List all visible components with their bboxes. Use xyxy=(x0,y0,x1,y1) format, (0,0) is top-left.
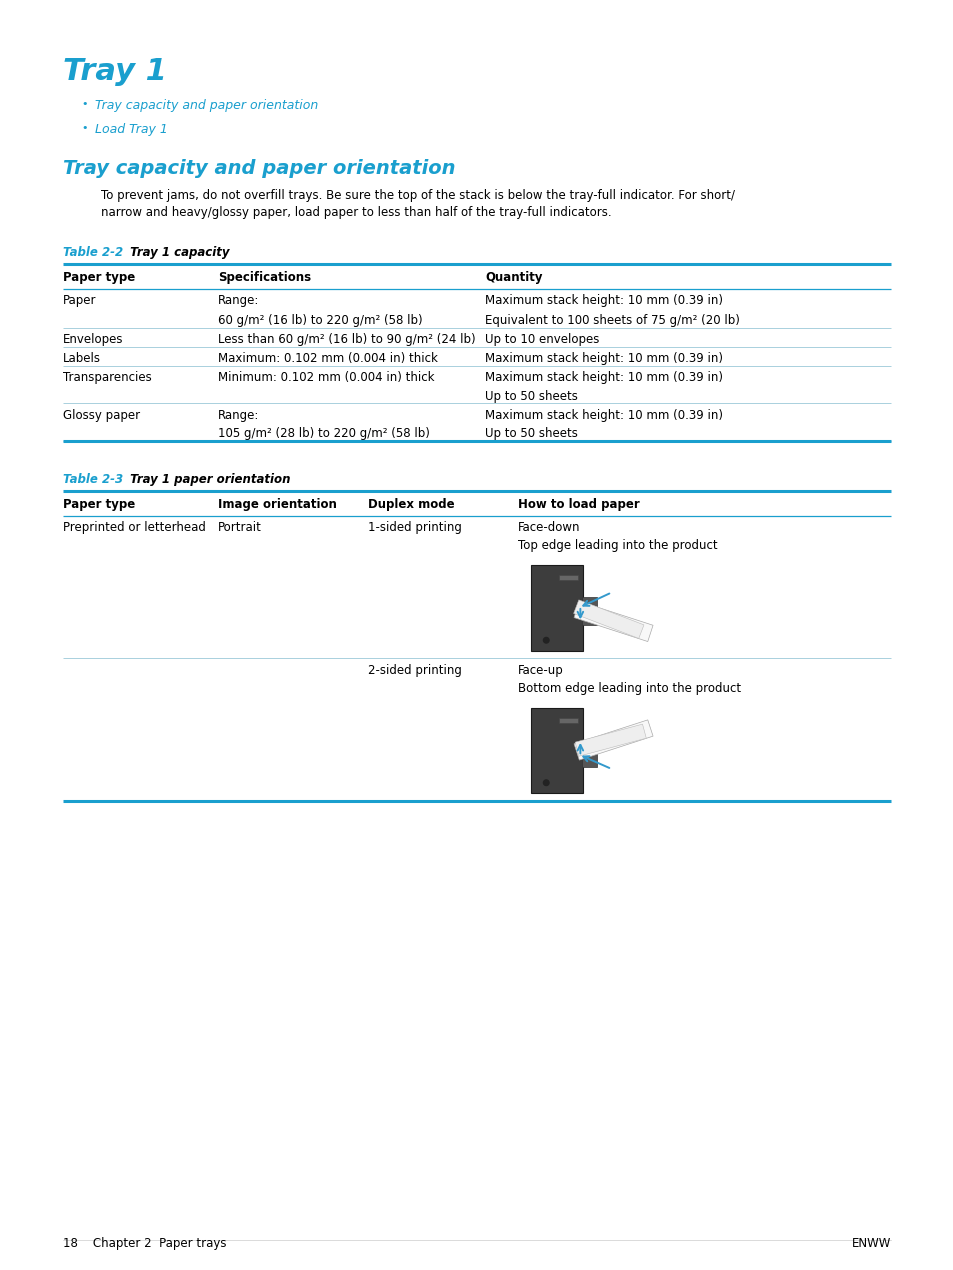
Text: 105 g/m² (28 lb) to 220 g/m² (58 lb): 105 g/m² (28 lb) to 220 g/m² (58 lb) xyxy=(218,427,430,441)
Text: Minimum: 0.102 mm (0.004 in) thick: Minimum: 0.102 mm (0.004 in) thick xyxy=(218,371,434,385)
Bar xyxy=(573,599,643,639)
Text: To prevent jams, do not overfill trays. Be sure the top of the stack is below th: To prevent jams, do not overfill trays. … xyxy=(101,189,734,202)
Text: Specifications: Specifications xyxy=(218,271,311,283)
Text: Envelopes: Envelopes xyxy=(63,334,123,347)
Circle shape xyxy=(543,638,549,643)
Text: Image orientation: Image orientation xyxy=(218,498,336,511)
Text: Table 2-3: Table 2-3 xyxy=(63,472,123,486)
Text: Range:: Range: xyxy=(218,409,259,422)
Bar xyxy=(575,724,645,756)
Text: Labels: Labels xyxy=(63,352,101,366)
Text: Less than 60 g/m² (16 lb) to 90 g/m² (24 lb): Less than 60 g/m² (16 lb) to 90 g/m² (24… xyxy=(218,334,476,347)
Text: Face-up: Face-up xyxy=(517,663,563,677)
Text: 18    Chapter 2  Paper trays: 18 Chapter 2 Paper trays xyxy=(63,1237,226,1250)
Bar xyxy=(574,601,653,641)
Bar xyxy=(581,740,597,767)
Bar xyxy=(530,707,582,792)
Text: Equivalent to 100 sheets of 75 g/m² (20 lb): Equivalent to 100 sheets of 75 g/m² (20 … xyxy=(484,314,740,326)
Text: Tray 1 paper orientation: Tray 1 paper orientation xyxy=(126,472,291,486)
Text: Load Tray 1: Load Tray 1 xyxy=(95,123,168,136)
Text: Range:: Range: xyxy=(218,293,259,307)
Text: Maximum: 0.102 mm (0.004 in) thick: Maximum: 0.102 mm (0.004 in) thick xyxy=(218,352,437,366)
Text: Paper type: Paper type xyxy=(63,498,135,511)
Circle shape xyxy=(543,780,549,786)
Text: Tray capacity and paper orientation: Tray capacity and paper orientation xyxy=(95,99,318,112)
Text: Maximum stack height: 10 mm (0.39 in): Maximum stack height: 10 mm (0.39 in) xyxy=(484,409,722,422)
Text: Maximum stack height: 10 mm (0.39 in): Maximum stack height: 10 mm (0.39 in) xyxy=(484,352,722,366)
Text: 1-sided printing: 1-sided printing xyxy=(368,521,461,533)
Text: Portrait: Portrait xyxy=(218,521,262,533)
Text: Up to 50 sheets: Up to 50 sheets xyxy=(484,427,578,441)
Text: How to load paper: How to load paper xyxy=(517,498,639,511)
Bar xyxy=(530,565,582,650)
Text: Maximum stack height: 10 mm (0.39 in): Maximum stack height: 10 mm (0.39 in) xyxy=(484,371,722,385)
Text: Face-down: Face-down xyxy=(517,521,579,533)
Text: Tray 1 capacity: Tray 1 capacity xyxy=(126,246,230,259)
Text: Maximum stack height: 10 mm (0.39 in): Maximum stack height: 10 mm (0.39 in) xyxy=(484,293,722,307)
Text: Table 2-2: Table 2-2 xyxy=(63,246,123,259)
Text: Paper: Paper xyxy=(63,293,96,307)
Text: Preprinted or letterhead: Preprinted or letterhead xyxy=(63,521,206,533)
Text: Tray 1: Tray 1 xyxy=(63,57,167,86)
Text: Paper type: Paper type xyxy=(63,271,135,283)
Text: •: • xyxy=(81,123,88,133)
Bar xyxy=(558,575,578,580)
Text: Duplex mode: Duplex mode xyxy=(368,498,455,511)
Bar xyxy=(574,720,653,759)
Text: 2-sided printing: 2-sided printing xyxy=(368,663,461,677)
Text: ENWW: ENWW xyxy=(851,1237,890,1250)
Text: Transparencies: Transparencies xyxy=(63,371,152,385)
Text: Tray capacity and paper orientation: Tray capacity and paper orientation xyxy=(63,159,455,178)
Text: Up to 50 sheets: Up to 50 sheets xyxy=(484,390,578,403)
Text: narrow and heavy/glossy paper, load paper to less than half of the tray-full ind: narrow and heavy/glossy paper, load pape… xyxy=(101,206,611,218)
Text: Top edge leading into the product: Top edge leading into the product xyxy=(517,538,717,552)
Text: •: • xyxy=(81,99,88,109)
Bar xyxy=(558,718,578,723)
Text: Glossy paper: Glossy paper xyxy=(63,409,140,422)
Text: Quantity: Quantity xyxy=(484,271,542,283)
Text: Up to 10 envelopes: Up to 10 envelopes xyxy=(484,334,598,347)
Bar xyxy=(581,597,597,625)
Text: Bottom edge leading into the product: Bottom edge leading into the product xyxy=(517,682,740,695)
Text: 60 g/m² (16 lb) to 220 g/m² (58 lb): 60 g/m² (16 lb) to 220 g/m² (58 lb) xyxy=(218,314,422,326)
